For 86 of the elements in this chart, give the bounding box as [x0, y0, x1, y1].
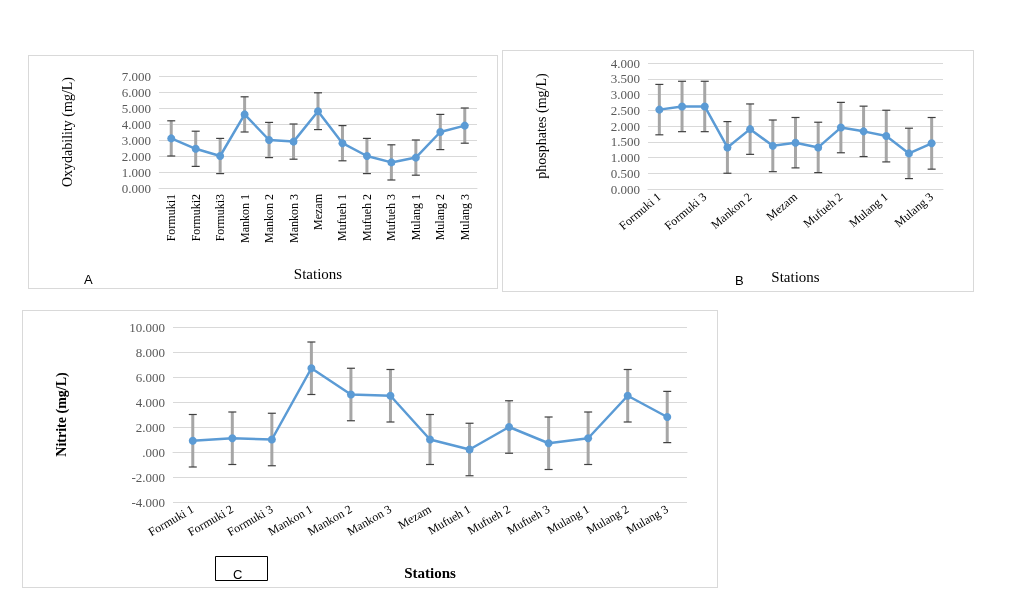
point	[265, 136, 274, 144]
point	[386, 391, 395, 400]
point	[723, 143, 732, 152]
y-tick-label: 1.500	[610, 134, 640, 150]
y-tick-label: 2.000	[610, 118, 640, 134]
point	[314, 107, 322, 116]
point	[700, 102, 709, 111]
y-tick-label: 2.000	[121, 148, 151, 164]
x-tick-label: Formuki1	[164, 194, 179, 242]
point	[167, 134, 176, 143]
point	[746, 125, 755, 134]
point	[240, 110, 249, 119]
x-tick-label: Mulang 1	[408, 194, 423, 241]
point	[505, 423, 514, 431]
y-tick-label: 4.000	[610, 55, 640, 71]
point	[191, 144, 200, 153]
y-axis-title: Oxydability (mg/L)	[59, 76, 76, 188]
x-axis-title: Stations	[404, 564, 456, 581]
point	[460, 121, 469, 130]
y-tick-label: 7.000	[121, 68, 151, 84]
point	[307, 364, 316, 373]
point	[882, 132, 891, 141]
text: B	[735, 273, 744, 288]
x-axis-title: Stations	[293, 265, 343, 282]
text: C	[233, 567, 243, 582]
point	[267, 435, 276, 444]
point	[338, 139, 347, 148]
point	[228, 434, 237, 443]
point	[584, 434, 593, 443]
point	[663, 413, 672, 421]
y-tick-label: 0.000	[121, 180, 151, 196]
y-tick-label: 1.000	[121, 164, 151, 180]
point	[411, 153, 420, 162]
y-tick-label: 0.500	[610, 165, 640, 181]
y-tick-label: 4.000	[121, 116, 151, 132]
x-tick-label: Formuki3	[213, 194, 228, 242]
point	[836, 123, 845, 132]
point	[814, 143, 823, 152]
point	[346, 390, 355, 399]
point	[289, 137, 298, 146]
y-tick-label: 5.000	[121, 100, 151, 116]
y-tick-label: -2.000	[131, 469, 165, 485]
y-tick-label: 6.000	[135, 369, 165, 385]
point	[768, 141, 777, 150]
y-tick-label: -4.000	[131, 494, 165, 510]
y-tick-label: 2.000	[135, 419, 165, 435]
point	[188, 436, 197, 445]
y-tick-label: 3.000	[121, 132, 151, 148]
x-tick-label: Mankon 2	[262, 194, 277, 243]
x-tick-label: Mufueh 1	[335, 194, 350, 241]
point	[655, 105, 664, 114]
x-tick-label: Mezam	[311, 193, 325, 230]
point	[426, 435, 434, 444]
y-tick-label: 6.000	[121, 84, 151, 100]
point	[859, 127, 868, 136]
x-tick-label: Mulang 2	[433, 194, 448, 241]
x-tick-label: Mufueh 2	[359, 194, 374, 241]
text: A	[84, 272, 93, 287]
point	[623, 391, 632, 400]
y-tick-label: 1.000	[610, 150, 640, 165]
point	[904, 149, 913, 158]
point	[362, 152, 371, 160]
x-tick-label: Mufueh 3	[384, 194, 399, 241]
x-tick-label: Mankon 1	[237, 194, 252, 243]
y-tick-label: .000	[142, 444, 165, 460]
point	[544, 439, 553, 448]
x-axis-title: Stations	[771, 268, 820, 285]
point	[216, 152, 225, 160]
point	[791, 138, 800, 147]
y-tick-label: 8.000	[135, 344, 165, 360]
point	[927, 139, 936, 148]
y-tick-label: 10.000	[129, 319, 165, 335]
y-tick-label: 2.500	[610, 102, 640, 118]
y-tick-label: 3.500	[610, 71, 640, 87]
y-axis-title: Nitrite (mg/L)	[53, 371, 70, 457]
y-tick-label: 4.000	[135, 394, 165, 410]
y-axis-title: phosphates (mg/L)	[533, 72, 550, 179]
point	[465, 445, 474, 454]
x-tick-label: Formuki2	[188, 194, 203, 242]
x-tick-label: Mankon 3	[286, 194, 301, 243]
y-tick-label: 3.000	[610, 87, 640, 102]
x-tick-label: Mulang 3	[457, 194, 472, 241]
point	[387, 158, 396, 167]
point	[678, 102, 687, 111]
y-tick-label: 0.000	[610, 181, 640, 197]
point	[436, 128, 445, 136]
